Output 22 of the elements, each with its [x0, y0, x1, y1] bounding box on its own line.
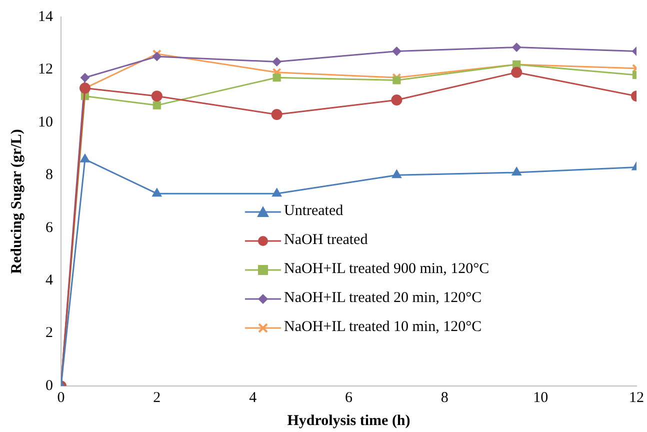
- y-tick-label: 6: [46, 220, 54, 236]
- legend-label: Untreated: [284, 203, 344, 220]
- y-tick-label: 14: [38, 8, 54, 25]
- legend-label: NaOH+IL treated 20 min, 120°C: [284, 290, 482, 307]
- x-tick-label: 8: [440, 390, 448, 406]
- legend-label: NaOH treated: [284, 232, 368, 249]
- y-tick-label: 0: [46, 378, 53, 394]
- y-tick-label: 8: [46, 167, 53, 184]
- y-axis-title: Reducing Sugar (gr/L): [8, 129, 25, 274]
- y-tick-label: 2: [46, 325, 53, 342]
- x-tick-label: 0: [57, 390, 65, 406]
- x-tick-label: 2: [153, 390, 161, 406]
- legend-label: NaOH+IL treated 900 min, 120°C: [284, 261, 490, 278]
- y-tick-label: 12: [38, 62, 53, 78]
- x-tick-label: 6: [345, 390, 353, 406]
- y-tick-label: 10: [38, 114, 53, 130]
- x-tick-label: 4: [249, 390, 258, 406]
- x-tick-label: 10: [533, 390, 548, 406]
- legend-label: NaOH+IL treated 10 min, 120°C: [284, 319, 482, 336]
- x-tick-label: 12: [629, 390, 644, 406]
- x-axis-title: Hydrolysis time (h): [287, 412, 410, 429]
- y-tick-label: 4: [46, 272, 54, 289]
